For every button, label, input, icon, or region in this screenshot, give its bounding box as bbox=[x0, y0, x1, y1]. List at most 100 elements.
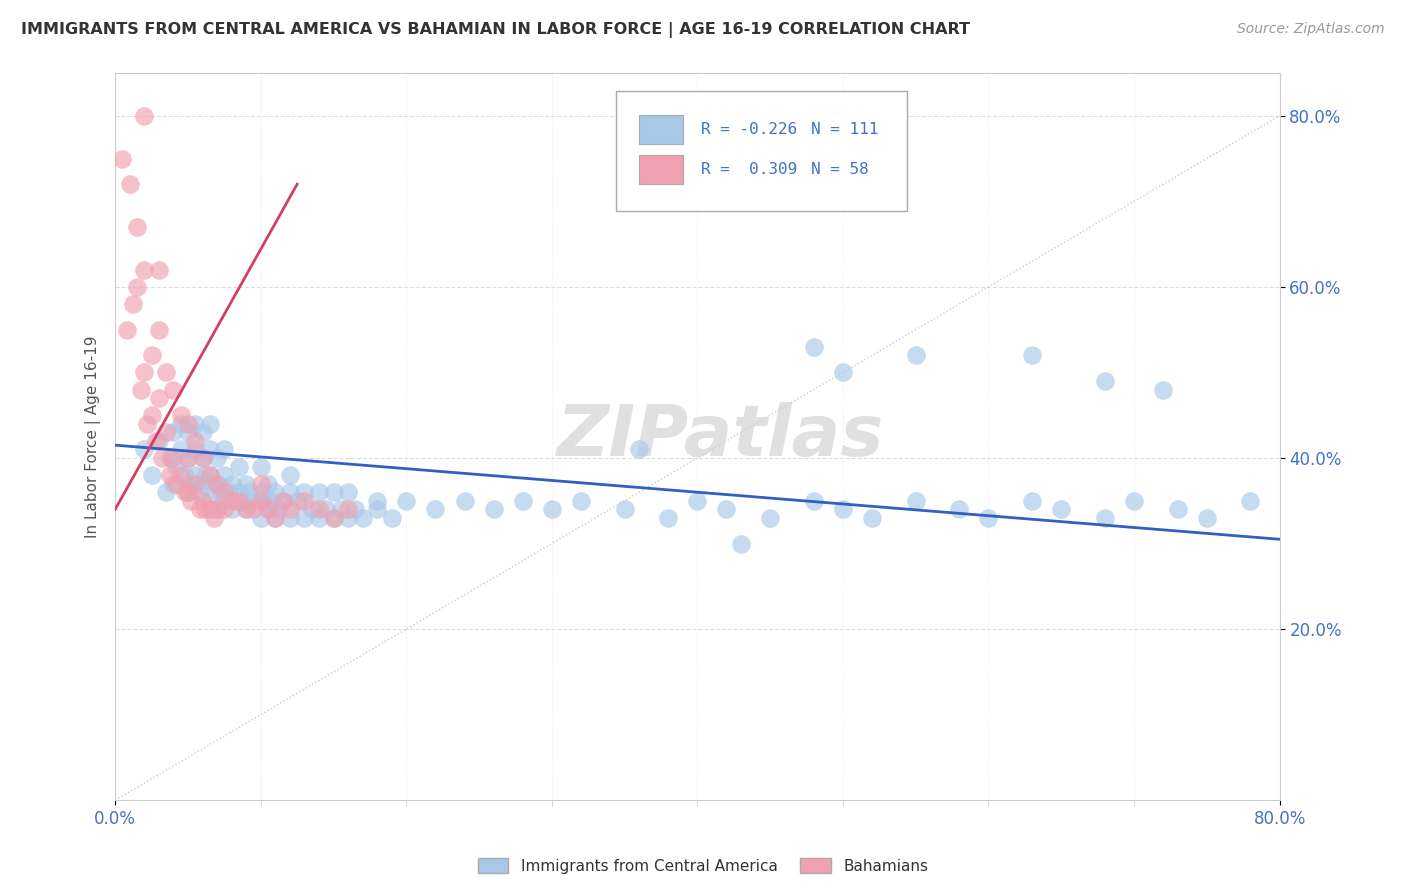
Point bbox=[264, 511, 287, 525]
FancyBboxPatch shape bbox=[640, 155, 683, 185]
Point bbox=[198, 468, 221, 483]
Point bbox=[165, 459, 187, 474]
Point bbox=[308, 485, 330, 500]
Point bbox=[803, 493, 825, 508]
Point bbox=[177, 425, 200, 440]
Point bbox=[180, 493, 202, 508]
Point bbox=[118, 178, 141, 192]
Point bbox=[165, 476, 187, 491]
Point bbox=[214, 485, 236, 500]
Point bbox=[228, 459, 250, 474]
Point bbox=[177, 485, 200, 500]
Point bbox=[125, 280, 148, 294]
FancyBboxPatch shape bbox=[616, 91, 907, 211]
Point bbox=[1021, 493, 1043, 508]
Point bbox=[264, 511, 287, 525]
Point bbox=[425, 502, 447, 516]
Point bbox=[148, 262, 170, 277]
Point bbox=[162, 450, 184, 465]
Point bbox=[657, 511, 679, 525]
Point bbox=[904, 348, 927, 362]
Point bbox=[294, 485, 316, 500]
Point bbox=[278, 485, 301, 500]
Point bbox=[194, 502, 217, 516]
Point bbox=[177, 417, 200, 431]
Point bbox=[329, 502, 352, 516]
Point bbox=[1167, 502, 1189, 516]
Point bbox=[278, 511, 301, 525]
Point bbox=[115, 323, 138, 337]
Point bbox=[177, 450, 200, 465]
Point bbox=[111, 152, 134, 166]
Point bbox=[205, 502, 228, 516]
Point bbox=[177, 485, 200, 500]
Point bbox=[249, 459, 271, 474]
Point bbox=[155, 485, 177, 500]
Point bbox=[228, 493, 250, 508]
Point bbox=[1094, 374, 1116, 388]
Point bbox=[155, 366, 177, 380]
Point bbox=[904, 493, 927, 508]
Point bbox=[188, 502, 211, 516]
Point bbox=[184, 476, 207, 491]
Point bbox=[322, 511, 344, 525]
Point bbox=[155, 425, 177, 440]
Point bbox=[141, 468, 163, 483]
Point bbox=[352, 511, 374, 525]
Point bbox=[191, 425, 214, 440]
Text: R = -0.226: R = -0.226 bbox=[700, 122, 797, 137]
Point bbox=[482, 502, 505, 516]
Point bbox=[134, 366, 156, 380]
Point bbox=[208, 485, 231, 500]
Point bbox=[141, 408, 163, 422]
Point bbox=[628, 442, 651, 457]
Point bbox=[184, 468, 207, 483]
Point bbox=[257, 502, 280, 516]
Point bbox=[235, 476, 257, 491]
Point bbox=[150, 450, 173, 465]
Point bbox=[977, 511, 1000, 525]
Point bbox=[131, 383, 153, 397]
Point bbox=[235, 502, 257, 516]
Point bbox=[832, 366, 855, 380]
Point bbox=[1195, 511, 1218, 525]
Point bbox=[453, 493, 475, 508]
Point bbox=[235, 502, 257, 516]
Point bbox=[184, 417, 207, 431]
Point bbox=[134, 442, 156, 457]
Point bbox=[218, 485, 240, 500]
Point bbox=[285, 493, 308, 508]
Point bbox=[1050, 502, 1073, 516]
Point bbox=[294, 511, 316, 525]
Text: ZIPatlas: ZIPatlas bbox=[557, 402, 884, 471]
Point bbox=[249, 511, 271, 525]
Point bbox=[191, 476, 214, 491]
Point bbox=[221, 476, 243, 491]
Point bbox=[322, 511, 344, 525]
Point bbox=[271, 493, 294, 508]
Point bbox=[1021, 348, 1043, 362]
Point bbox=[228, 485, 250, 500]
Point bbox=[125, 219, 148, 234]
Point bbox=[198, 502, 221, 516]
Point bbox=[198, 442, 221, 457]
Point bbox=[198, 493, 221, 508]
Point bbox=[224, 493, 246, 508]
Point bbox=[214, 442, 236, 457]
Point bbox=[366, 502, 388, 516]
Point bbox=[148, 391, 170, 405]
Point bbox=[686, 493, 709, 508]
Point bbox=[159, 450, 181, 465]
Point bbox=[205, 476, 228, 491]
Point bbox=[344, 502, 367, 516]
Point bbox=[162, 476, 184, 491]
Point bbox=[221, 493, 243, 508]
Point bbox=[162, 425, 184, 440]
Point bbox=[366, 493, 388, 508]
Point bbox=[294, 493, 316, 508]
Point bbox=[170, 417, 193, 431]
Point bbox=[512, 493, 534, 508]
Point bbox=[759, 511, 782, 525]
Point bbox=[832, 502, 855, 516]
Point bbox=[1239, 493, 1261, 508]
